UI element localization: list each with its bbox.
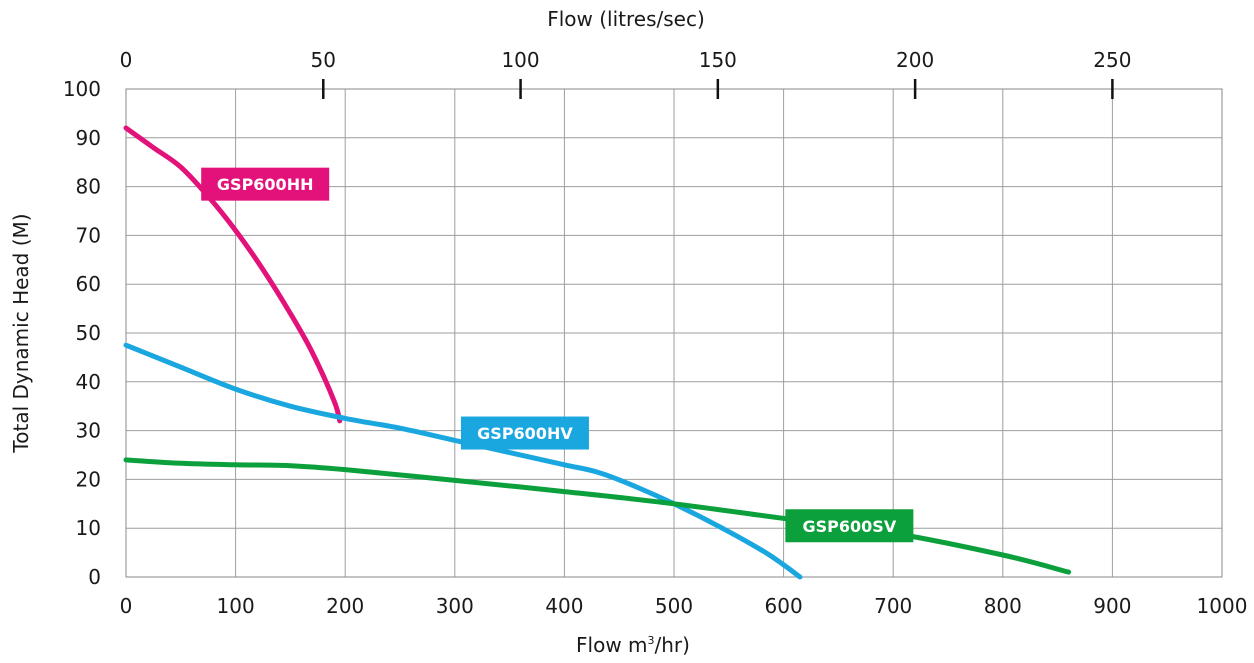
y-tick-label-10: 100 bbox=[63, 77, 101, 101]
y-tick-label-0: 0 bbox=[88, 565, 101, 589]
tick-labels: 0 100 200 300 400 500 600 700 800 900 1000 0 10 20 30 4… bbox=[63, 77, 1248, 618]
x2-tick-label-3: 150 bbox=[699, 48, 737, 72]
y-tick-label-9: 90 bbox=[76, 126, 101, 150]
curve-label-gsp600sv: GSP600SV bbox=[785, 509, 914, 543]
y-axis-title: Total Dynamic Head (M) bbox=[9, 213, 33, 453]
curve-label-box-gsp600hh bbox=[201, 167, 330, 201]
y-tick-label-3: 30 bbox=[76, 419, 101, 443]
curve-label-text-gsp600hh: GSP600HH bbox=[217, 175, 314, 194]
y-tick-label-5: 50 bbox=[76, 321, 101, 345]
x-tick-label-3: 300 bbox=[436, 594, 474, 618]
series-line-gsp600hv bbox=[123, 342, 803, 580]
x-tick-label-10: 1000 bbox=[1197, 594, 1248, 618]
x-tick-label-1: 100 bbox=[217, 594, 255, 618]
x2-tick-label-2: 100 bbox=[501, 48, 539, 72]
x-tick-label-6: 600 bbox=[765, 594, 803, 618]
x2-tick-label-0: 0 bbox=[120, 48, 133, 72]
x-tick-label-2: 200 bbox=[326, 594, 364, 618]
x-tick-label-9: 900 bbox=[1093, 594, 1131, 618]
curve-label-box-gsp600sv bbox=[785, 509, 914, 543]
y-tick-label-8: 80 bbox=[76, 175, 101, 199]
x2-axis-title: Flow (litres/sec) bbox=[547, 7, 705, 31]
curve-label-gsp600hh: GSP600HH bbox=[201, 167, 330, 201]
y-tick-label-1: 10 bbox=[76, 516, 101, 540]
x2-tick-label-4: 200 bbox=[896, 48, 934, 72]
x-tick-label-5: 500 bbox=[655, 594, 693, 618]
secondary-x-axis: 0 50 100 150 200 250 bbox=[120, 48, 1131, 99]
x-tick-label-0: 0 bbox=[120, 594, 133, 618]
curve-label-text-gsp600hv: GSP600HV bbox=[477, 424, 573, 443]
curve-label-box-gsp600hv bbox=[460, 416, 589, 450]
x2-tick-label-5: 250 bbox=[1093, 48, 1131, 72]
x-axis-title: Flow m3/hr) bbox=[576, 633, 690, 657]
series-line-gsp600hh bbox=[123, 125, 343, 424]
y-tick-label-6: 60 bbox=[76, 272, 101, 296]
curve-label-gsp600hv: GSP600HV bbox=[460, 416, 589, 450]
curve-label-text-gsp600sv: GSP600SV bbox=[803, 517, 897, 536]
y-tick-label-2: 20 bbox=[76, 467, 101, 491]
x-tick-label-4: 400 bbox=[545, 594, 583, 618]
x-axis-title-superscript: 3 bbox=[648, 634, 655, 647]
x-axis-title-suffix: /hr) bbox=[655, 633, 690, 657]
y-tick-label-7: 70 bbox=[76, 223, 101, 247]
x-tick-label-7: 700 bbox=[874, 594, 912, 618]
series-line-gsp600sv bbox=[123, 457, 1072, 575]
plot-border bbox=[125, 88, 1223, 578]
x2-tick-label-1: 50 bbox=[311, 48, 336, 72]
x-axis-title-prefix: Flow m bbox=[576, 633, 648, 657]
x-tick-label-8: 800 bbox=[984, 594, 1022, 618]
curve-labels: GSP600HH GSP600HV GSP600SV bbox=[201, 167, 914, 543]
y-tick-label-4: 40 bbox=[76, 370, 101, 394]
grid bbox=[125, 88, 1223, 578]
